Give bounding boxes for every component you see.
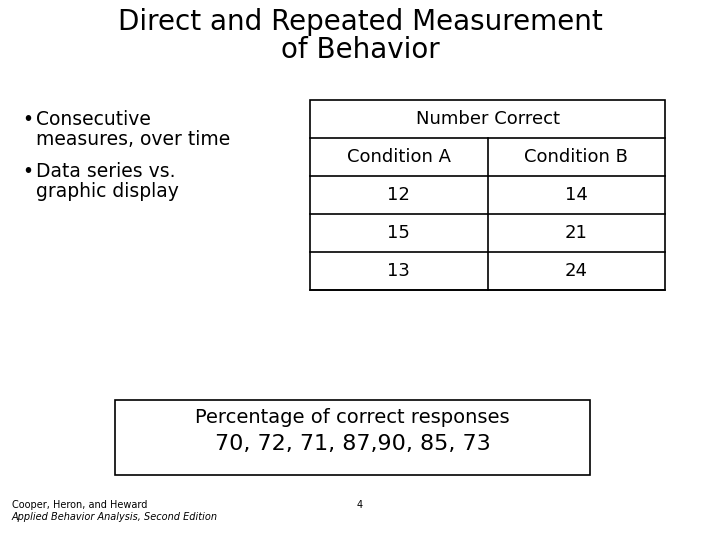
Text: 21: 21: [564, 224, 588, 242]
Bar: [310, 100, 665, 290]
Text: measures, over time: measures, over time: [36, 130, 230, 149]
Text: 70, 72, 71, 87,90, 85, 73: 70, 72, 71, 87,90, 85, 73: [215, 434, 490, 454]
Text: •: •: [22, 110, 33, 129]
Text: •: •: [22, 162, 33, 181]
Text: 12: 12: [387, 186, 410, 204]
Text: Percentage of correct responses: Percentage of correct responses: [195, 408, 510, 427]
Text: Condition B: Condition B: [524, 148, 628, 166]
Text: 24: 24: [564, 262, 588, 280]
Text: 14: 14: [564, 186, 588, 204]
Text: 15: 15: [387, 224, 410, 242]
Text: 4: 4: [357, 500, 363, 510]
Text: Number Correct: Number Correct: [415, 110, 559, 128]
Text: of Behavior: of Behavior: [281, 36, 439, 64]
Bar: [115, 400, 590, 475]
Text: Consecutive: Consecutive: [36, 110, 151, 129]
Text: Data series vs.: Data series vs.: [36, 162, 176, 181]
Text: Direct and Repeated Measurement: Direct and Repeated Measurement: [117, 8, 603, 36]
Text: Condition A: Condition A: [347, 148, 451, 166]
Text: Cooper, Heron, and Heward: Cooper, Heron, and Heward: [12, 500, 148, 510]
Text: Applied Behavior Analysis, Second Edition: Applied Behavior Analysis, Second Editio…: [12, 512, 218, 522]
Text: graphic display: graphic display: [36, 182, 179, 201]
Text: 13: 13: [387, 262, 410, 280]
